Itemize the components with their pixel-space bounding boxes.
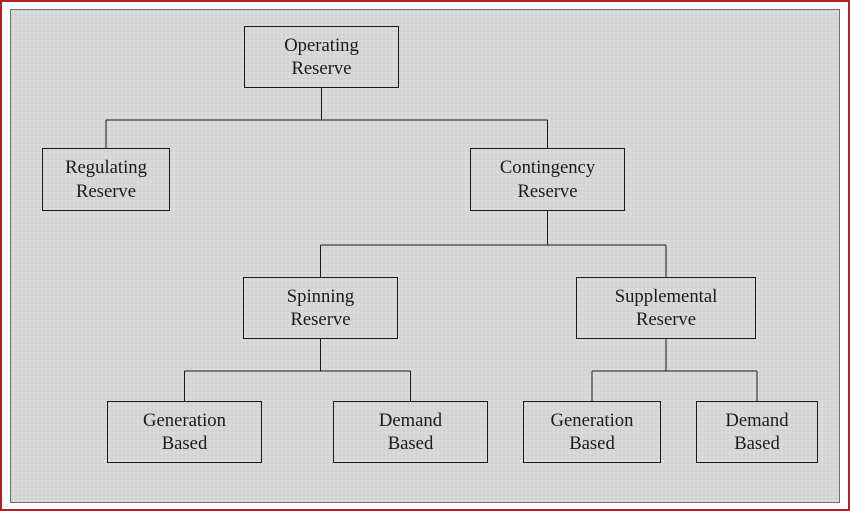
- node-generation-based-2: GenerationBased: [523, 401, 661, 463]
- node-demand-based-2: DemandBased: [696, 401, 818, 463]
- node-spinning-reserve: SpinningReserve: [243, 277, 398, 339]
- node-label: RegulatingReserve: [65, 156, 147, 203]
- node-label: SupplementalReserve: [615, 285, 718, 332]
- node-label: SpinningReserve: [287, 285, 354, 332]
- node-label: ContingencyReserve: [500, 156, 595, 203]
- node-supplemental-reserve: SupplementalReserve: [576, 277, 756, 339]
- node-contingency-reserve: ContingencyReserve: [470, 148, 625, 211]
- node-operating-reserve: OperatingReserve: [244, 26, 399, 88]
- node-label: OperatingReserve: [284, 34, 359, 81]
- node-label: DemandBased: [725, 409, 788, 456]
- node-regulating-reserve: RegulatingReserve: [42, 148, 170, 211]
- node-demand-based-1: DemandBased: [333, 401, 488, 463]
- node-generation-based-1: GenerationBased: [107, 401, 262, 463]
- node-label: DemandBased: [379, 409, 442, 456]
- node-label: GenerationBased: [551, 409, 634, 456]
- node-label: GenerationBased: [143, 409, 226, 456]
